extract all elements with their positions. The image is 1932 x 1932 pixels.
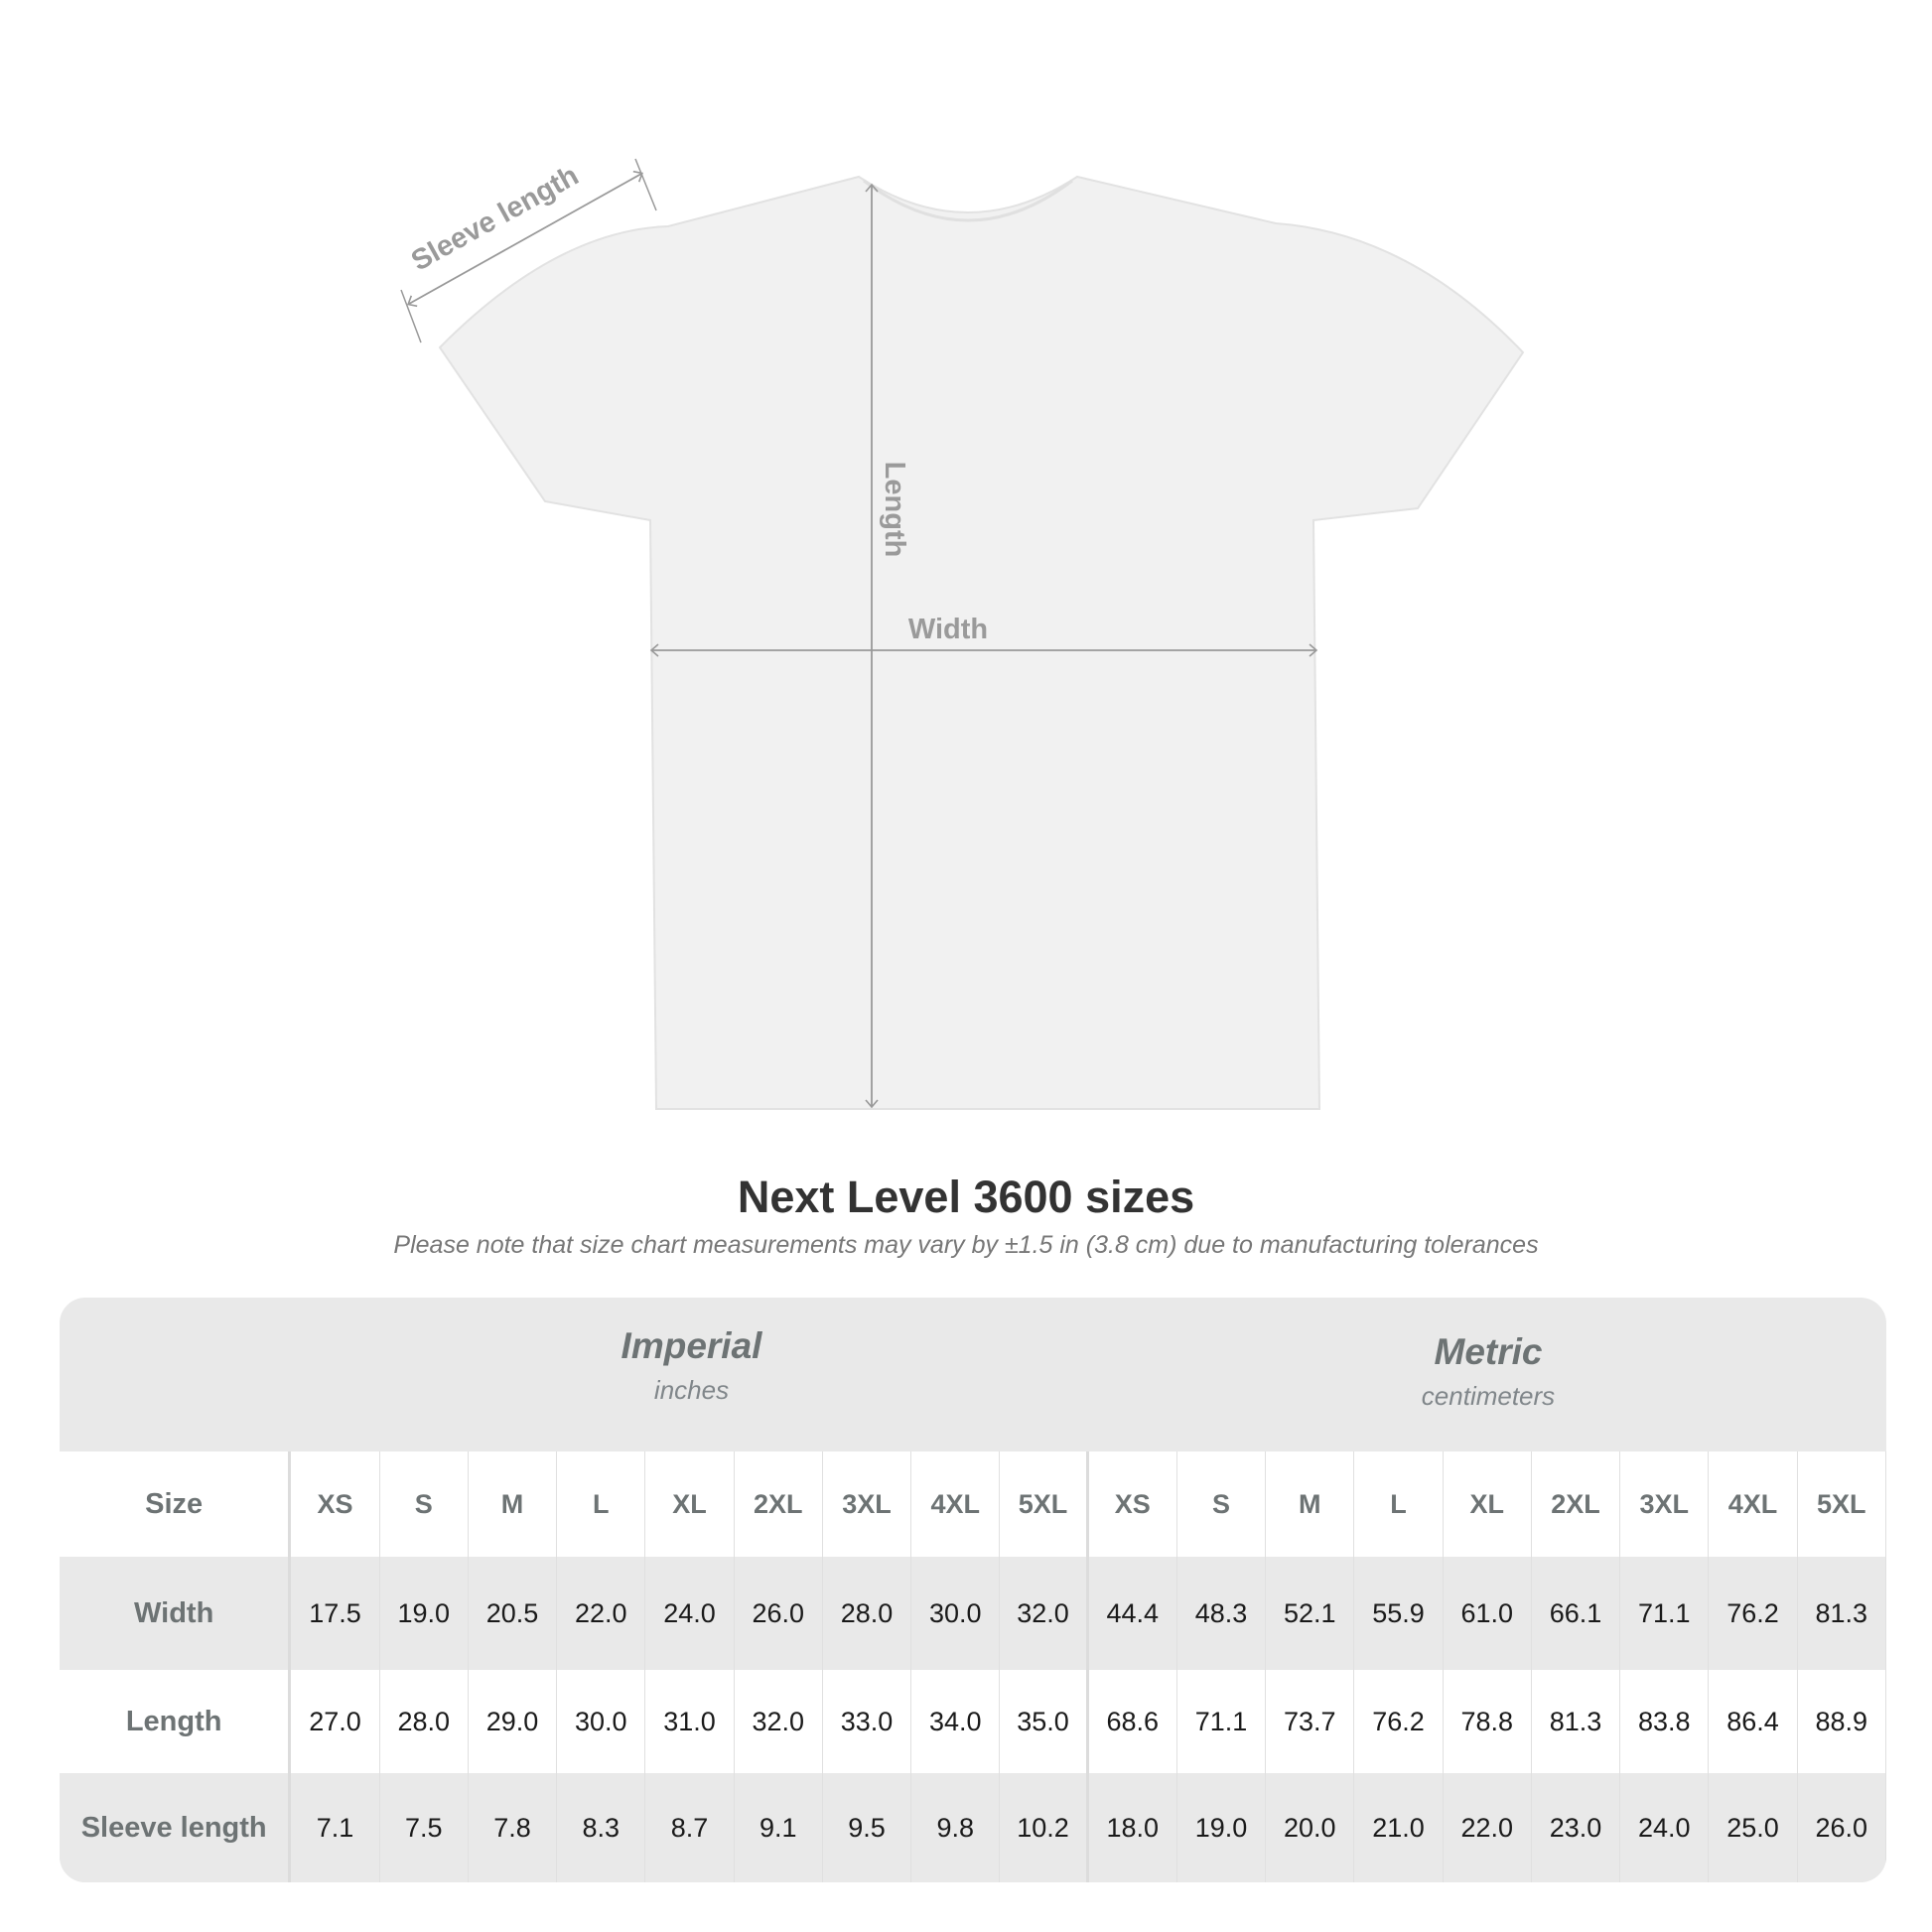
cell-imperial: 35.0 [1000,1670,1089,1773]
cell-imperial: 22.0 [557,1557,646,1670]
width-label: Width [908,614,988,645]
cell-metric: 71.1 [1620,1557,1710,1670]
cell-metric: 88.9 [1798,1670,1886,1773]
cell-imperial: 28.0 [380,1670,469,1773]
size-header-metric: 2XL [1532,1451,1621,1557]
tolerance-note: Please note that size chart measurements… [393,1231,1539,1259]
cell-imperial: 9.1 [735,1773,823,1882]
size-header-metric: 5XL [1798,1451,1886,1557]
cell-imperial: 29.0 [469,1670,558,1773]
cell-imperial: 9.8 [911,1773,1001,1882]
cell-metric: 61.0 [1444,1557,1532,1670]
cell-metric: 83.8 [1620,1670,1710,1773]
imperial-unit: inches [653,1375,730,1405]
cell-metric: 86.4 [1709,1670,1798,1773]
sleeve-length-arrow [407,170,643,308]
cell-imperial: 9.5 [823,1773,912,1882]
cell-metric: 22.0 [1444,1773,1532,1882]
cell-metric: 68.6 [1089,1670,1177,1773]
cell-metric: 66.1 [1532,1557,1621,1670]
cell-metric: 18.0 [1089,1773,1177,1882]
size-header-imperial: 5XL [1000,1451,1089,1557]
metric-label: Metric [1434,1331,1543,1372]
cell-imperial: 8.3 [557,1773,646,1882]
size-header-metric: L [1354,1451,1444,1557]
cell-metric: 21.0 [1354,1773,1444,1882]
cell-imperial: 32.0 [1000,1557,1089,1670]
size-header-imperial: XS [291,1451,380,1557]
length-label: Length [879,462,910,558]
size-header-metric: 4XL [1709,1451,1798,1557]
size-header-metric: M [1266,1451,1355,1557]
cell-metric: 81.3 [1532,1670,1621,1773]
table-row-size: Size XS S M L XL 2XL 3XL 4XL 5XL XS S M L XL 2XL 3XL 4XL 5… [60,1451,1886,1557]
cell-metric: 55.9 [1354,1557,1444,1670]
cell-metric: 44.4 [1089,1557,1177,1670]
cell-metric: 20.0 [1266,1773,1355,1882]
cell-imperial: 28.0 [823,1557,912,1670]
cell-imperial: 30.0 [911,1557,1001,1670]
page-title: Next Level 3600 sizes [737,1172,1195,1222]
cell-imperial: 30.0 [557,1670,646,1773]
cell-metric: 52.1 [1266,1557,1355,1670]
size-header-metric: 3XL [1620,1451,1710,1557]
cell-imperial: 10.2 [1000,1773,1089,1882]
cell-imperial: 17.5 [291,1557,380,1670]
size-header-imperial: M [469,1451,558,1557]
cell-imperial: 32.0 [735,1670,823,1773]
tshirt-diagram: Sleeve length Length Width [400,158,1525,1110]
row-label: Width [60,1557,292,1670]
size-header-imperial: XL [645,1451,735,1557]
size-header-metric: S [1177,1451,1267,1557]
cell-imperial: 33.0 [823,1670,912,1773]
size-header-metric: XS [1089,1451,1177,1557]
cell-imperial: 27.0 [291,1670,380,1773]
cell-imperial: 7.1 [291,1773,380,1882]
cell-metric: 71.1 [1177,1670,1267,1773]
metric-unit: centimeters [1421,1381,1556,1411]
cell-imperial: 7.5 [380,1773,469,1882]
size-table: Imperial inches Metric centimeters Size X… [60,1298,1886,1882]
table-row-width: Width 17.5 19.0 20.5 22.0 24.0 26.0 28.0 30.0 32.… [60,1557,1886,1670]
cell-metric: 23.0 [1532,1773,1621,1882]
cell-metric: 25.0 [1709,1773,1798,1882]
cell-imperial: 31.0 [645,1670,735,1773]
size-header-imperial: S [380,1451,469,1557]
cell-imperial: 7.8 [469,1773,558,1882]
cell-metric: 73.7 [1266,1670,1355,1773]
size-header-imperial: L [557,1451,646,1557]
row-label: Length [60,1670,292,1773]
size-header-imperial: 2XL [735,1451,823,1557]
imperial-label: Imperial [621,1325,762,1366]
cell-imperial: 20.5 [469,1557,558,1670]
cell-metric: 48.3 [1177,1557,1267,1670]
cell-imperial: 34.0 [911,1670,1001,1773]
cell-imperial: 24.0 [645,1557,735,1670]
cell-metric: 78.8 [1444,1670,1532,1773]
table-row-length: Length 27.0 28.0 29.0 30.0 31.0 32.0 33.0 34.0 35… [60,1670,1886,1773]
table-row-sleeve-length: Sleeve length 7.1 7.5 7.8 8.3 8.7 9.1 9.5 9.8 10.… [60,1773,1886,1882]
size-header-imperial: 4XL [911,1451,1001,1557]
cell-imperial: 19.0 [380,1557,469,1670]
row-label: Sleeve length [60,1773,292,1882]
imperial-header: Imperial inches [292,1298,1091,1479]
metric-header: Metric centimeters [1090,1298,1886,1485]
cell-metric: 76.2 [1354,1670,1444,1773]
cell-metric: 81.3 [1798,1557,1886,1670]
cell-metric: 76.2 [1709,1557,1798,1670]
cell-metric: 24.0 [1620,1773,1710,1882]
cell-imperial: 8.7 [645,1773,735,1882]
size-header-imperial: 3XL [823,1451,912,1557]
size-header-metric: XL [1444,1451,1532,1557]
row-label: Size [60,1451,292,1557]
cell-metric: 26.0 [1798,1773,1886,1882]
cell-imperial: 26.0 [735,1557,823,1670]
cell-metric: 19.0 [1177,1773,1267,1882]
